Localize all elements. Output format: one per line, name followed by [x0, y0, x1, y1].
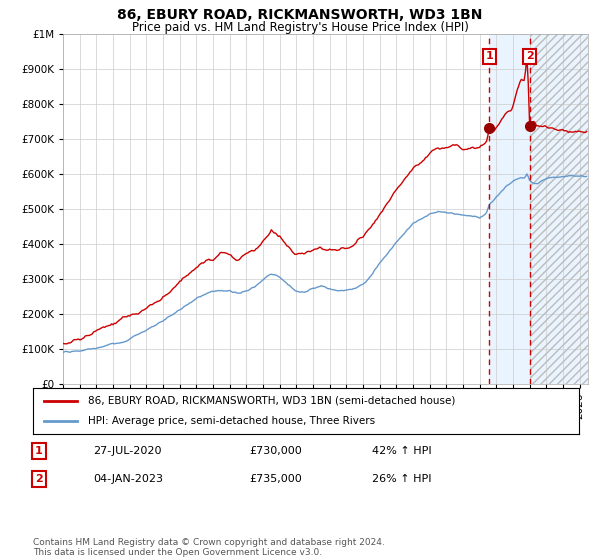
Text: 27-JUL-2020: 27-JUL-2020 — [93, 446, 161, 456]
Bar — [530, 34, 588, 384]
Text: £730,000: £730,000 — [249, 446, 302, 456]
Bar — [489, 34, 588, 384]
Text: 2: 2 — [35, 474, 43, 484]
Text: Contains HM Land Registry data © Crown copyright and database right 2024.
This d: Contains HM Land Registry data © Crown c… — [33, 538, 385, 557]
Text: 86, EBURY ROAD, RICKMANSWORTH, WD3 1BN (semi-detached house): 86, EBURY ROAD, RICKMANSWORTH, WD3 1BN (… — [88, 396, 455, 406]
Text: £735,000: £735,000 — [249, 474, 302, 484]
Text: 1: 1 — [35, 446, 43, 456]
Text: 42% ↑ HPI: 42% ↑ HPI — [372, 446, 431, 456]
Text: 86, EBURY ROAD, RICKMANSWORTH, WD3 1BN: 86, EBURY ROAD, RICKMANSWORTH, WD3 1BN — [118, 8, 482, 22]
Text: Price paid vs. HM Land Registry's House Price Index (HPI): Price paid vs. HM Land Registry's House … — [131, 21, 469, 34]
Text: 2: 2 — [526, 52, 534, 62]
Text: HPI: Average price, semi-detached house, Three Rivers: HPI: Average price, semi-detached house,… — [88, 416, 375, 426]
Text: 26% ↑ HPI: 26% ↑ HPI — [372, 474, 431, 484]
Text: 1: 1 — [485, 52, 493, 62]
Text: 04-JAN-2023: 04-JAN-2023 — [93, 474, 163, 484]
